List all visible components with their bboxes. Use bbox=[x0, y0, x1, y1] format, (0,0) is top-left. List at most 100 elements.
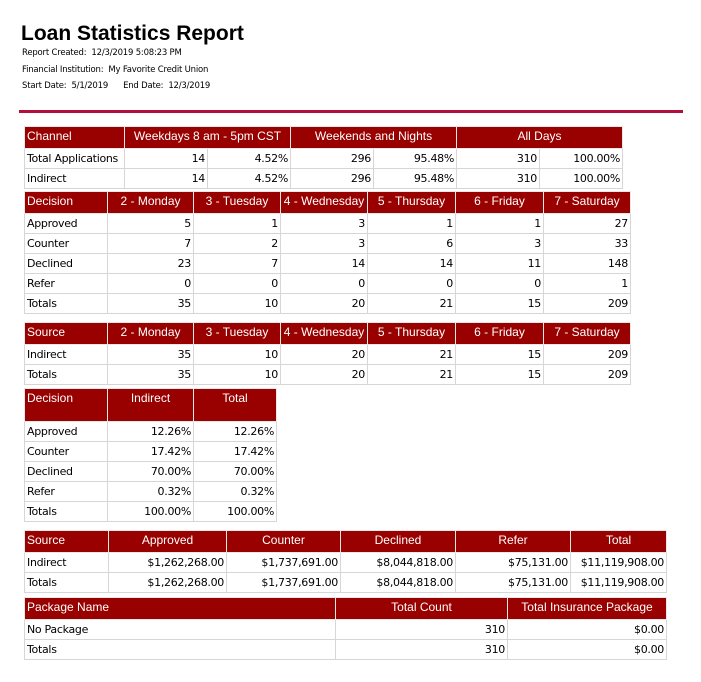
label: End Date: bbox=[123, 81, 164, 91]
decision-by-day-table: Decision 2 - Monday 3 - Tuesday 4 - Wednesd… bbox=[24, 191, 631, 314]
table-cell: 4.52% bbox=[206, 168, 292, 189]
table-cell: 70.00% bbox=[193, 461, 277, 482]
value: 12/3/2019 bbox=[168, 81, 211, 91]
table-row: Indirect 14 4.52% 296 95.48% 310 100.00% bbox=[24, 168, 624, 189]
table-cell: Declined bbox=[24, 461, 108, 482]
table-cell: 6 bbox=[367, 233, 456, 254]
table-row: Refer 0.32% 0.32% bbox=[24, 481, 277, 502]
table-cell: 14 bbox=[124, 168, 208, 189]
header-row: Decision 2 - Monday 3 - Tuesday 4 - Wednesd… bbox=[24, 191, 631, 214]
table-cell: 209 bbox=[543, 344, 631, 365]
table-cell: $8,044,818.00 bbox=[340, 552, 456, 573]
column-header: 7 - Saturday bbox=[543, 322, 631, 345]
table-cell: 310 bbox=[456, 148, 541, 169]
channel-table: Channel Weekdays 8 am - 5pm CST Weekends a… bbox=[24, 126, 624, 189]
package-table: Package Name Total Count Total Insurance P… bbox=[24, 597, 667, 660]
table-row: Declined 23 7 14 14 11 148 bbox=[24, 253, 631, 274]
table-cell: $0.00 bbox=[507, 619, 667, 640]
table-cell: 10 bbox=[193, 293, 281, 314]
table-cell: 35 bbox=[107, 293, 194, 314]
table-row: Counter 7 2 3 6 3 33 bbox=[24, 233, 631, 254]
column-header: Total Insurance Package bbox=[507, 597, 667, 620]
table-cell: 95.48% bbox=[373, 148, 458, 169]
table-cell: 1 bbox=[367, 213, 456, 234]
column-header: All Days bbox=[456, 126, 624, 149]
column-header: Refer bbox=[455, 530, 571, 553]
table-cell: Total Applications bbox=[24, 148, 125, 169]
table-cell: 0.32% bbox=[107, 481, 194, 502]
table-row: No Package 310 $0.00 bbox=[24, 619, 667, 640]
financial-institution: Financial Institution: My Favorite Credi… bbox=[22, 65, 208, 75]
table-cell: $1,262,268.00 bbox=[108, 572, 227, 593]
table-cell: 100.00% bbox=[107, 501, 194, 522]
table-cell: 27 bbox=[543, 213, 631, 234]
column-header: Approved bbox=[108, 530, 227, 553]
column-header: 3 - Tuesday bbox=[193, 191, 281, 214]
table-cell: 3 bbox=[455, 233, 544, 254]
table-row: Totals 35 10 20 21 15 209 bbox=[24, 364, 631, 385]
value: My Favorite Credit Union bbox=[108, 65, 209, 75]
column-header: 6 - Friday bbox=[455, 191, 544, 214]
table-cell: 310 bbox=[335, 639, 508, 660]
column-header: Decision bbox=[24, 191, 108, 214]
table-cell: 20 bbox=[280, 364, 368, 385]
table-cell: Indirect bbox=[24, 168, 125, 189]
table-cell: 3 bbox=[280, 213, 368, 234]
column-header: Package Name bbox=[24, 597, 336, 620]
table-cell: 21 bbox=[367, 344, 456, 365]
page-title: Loan Statistics Report bbox=[21, 22, 244, 45]
header-divider bbox=[19, 110, 683, 113]
decision-percent-table: Decision Indirect Total Approved 12.26% 12.26… bbox=[24, 388, 277, 522]
table-cell: $1,737,691.00 bbox=[226, 572, 341, 593]
source-amount-table: Source Approved Counter Declined Refer Total I… bbox=[24, 530, 667, 593]
table-row: Approved 5 1 3 1 1 27 bbox=[24, 213, 631, 234]
table-cell: 3 bbox=[280, 233, 368, 254]
table-cell: Indirect bbox=[24, 552, 109, 573]
table-cell: Approved bbox=[24, 213, 108, 234]
table-cell: $11,119,908.00 bbox=[570, 572, 667, 593]
table-cell: 21 bbox=[367, 364, 456, 385]
table-cell: $11,119,908.00 bbox=[570, 552, 667, 573]
table-cell: 7 bbox=[107, 233, 194, 254]
table-cell: 14 bbox=[280, 253, 368, 274]
table-row: Totals 310 $0.00 bbox=[24, 639, 667, 660]
table-cell: 17.42% bbox=[193, 441, 277, 462]
table-cell: 0 bbox=[193, 273, 281, 294]
table-row: Indirect 35 10 20 21 15 209 bbox=[24, 344, 631, 365]
column-header: Weekdays 8 am - 5pm CST bbox=[123, 126, 292, 149]
column-header: Total Count bbox=[335, 597, 508, 620]
column-header: Source bbox=[24, 322, 108, 345]
column-header: 2 - Monday bbox=[107, 191, 194, 214]
table-row: Approved 12.26% 12.26% bbox=[24, 421, 277, 442]
table-cell: 12.26% bbox=[193, 421, 277, 442]
table-cell: 14 bbox=[124, 148, 208, 169]
table-cell: 2 bbox=[193, 233, 281, 254]
table-cell: $1,262,268.00 bbox=[108, 552, 227, 573]
table-cell: Counter bbox=[24, 441, 108, 462]
table-cell: 100.00% bbox=[539, 148, 624, 169]
table-cell: 100.00% bbox=[539, 168, 624, 189]
label: Financial Institution: bbox=[22, 65, 104, 75]
column-header: 7 - Saturday bbox=[543, 191, 631, 214]
table-cell: 10 bbox=[193, 364, 281, 385]
table-cell: Indirect bbox=[24, 344, 108, 365]
table-row: Totals $1,262,268.00 $1,737,691.00 $8,044,8… bbox=[24, 572, 667, 593]
column-header: 4 - Wednesday bbox=[280, 322, 368, 345]
table-row: Refer 0 0 0 0 0 1 bbox=[24, 273, 631, 294]
table-cell: 15 bbox=[455, 344, 544, 365]
table-cell: 35 bbox=[107, 364, 194, 385]
table-cell: Refer bbox=[24, 273, 108, 294]
table-row: Declined 70.00% 70.00% bbox=[24, 461, 277, 482]
table-cell: Totals bbox=[24, 572, 109, 593]
table-row: Totals 35 10 20 21 15 209 bbox=[24, 293, 631, 314]
table-cell: 17.42% bbox=[107, 441, 194, 462]
table-cell: Counter bbox=[24, 233, 108, 254]
label: Start Date: bbox=[22, 81, 67, 91]
table-cell: 7 bbox=[193, 253, 281, 274]
table-cell: 310 bbox=[456, 168, 541, 189]
source-by-day-table: Source 2 - Monday 3 - Tuesday 4 - Wednesday… bbox=[24, 322, 631, 385]
table-cell: 4.52% bbox=[206, 148, 292, 169]
table-cell: Totals bbox=[24, 501, 108, 522]
label: Report Created: bbox=[22, 48, 87, 58]
table-cell: 35 bbox=[107, 344, 194, 365]
